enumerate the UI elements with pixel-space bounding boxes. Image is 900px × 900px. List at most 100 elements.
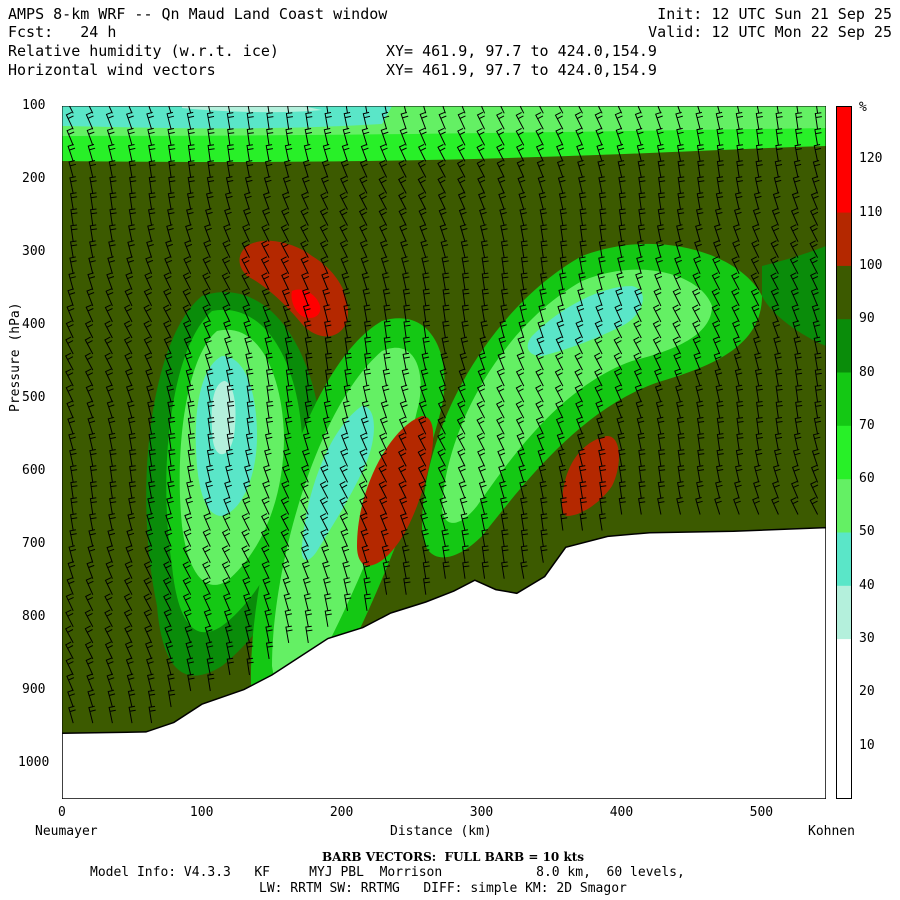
wind-barb [104, 641, 113, 660]
wind-barb [207, 673, 215, 692]
wind-barb [442, 320, 450, 339]
wind-barb [754, 352, 762, 371]
wind-barb [221, 272, 231, 291]
wind-barb [166, 224, 174, 242]
wind-barb [125, 384, 134, 403]
wind-barb [109, 176, 117, 194]
wind-barb [437, 416, 446, 435]
wind-barb [147, 400, 155, 419]
wind-barb [496, 160, 505, 178]
colorbar-tick-label: 70 [859, 417, 875, 433]
wind-barb [442, 272, 450, 290]
wind-barb [167, 128, 175, 146]
wind-barb [203, 240, 212, 258]
wind-barb [677, 433, 685, 451]
wind-barb [442, 106, 446, 114]
wind-barb [655, 256, 663, 274]
wind-barb [339, 481, 348, 499]
wind-barb [223, 224, 231, 242]
wind-barb [202, 593, 211, 612]
wind-barb [716, 128, 724, 146]
wind-barb [323, 400, 332, 419]
wind-barb [262, 480, 271, 499]
wind-barb [479, 208, 487, 226]
wind-barb [167, 689, 176, 708]
wind-barb [125, 545, 134, 563]
wind-barb [481, 272, 489, 290]
wind-barb [184, 240, 193, 258]
wind-barb [125, 657, 134, 676]
wind-barb [379, 497, 388, 515]
wind-barb [344, 320, 352, 339]
wind-barb [715, 384, 724, 403]
wind-barb [676, 127, 684, 146]
wind-barb [163, 545, 172, 563]
wind-barb [501, 272, 509, 290]
wind-barb [323, 577, 331, 595]
wind-barb [790, 208, 799, 226]
wind-barb [420, 240, 429, 258]
wind-barb [342, 288, 351, 307]
wind-barb [638, 208, 646, 226]
wind-barb [358, 481, 368, 499]
wind-barb [109, 481, 117, 499]
wind-barb [167, 400, 175, 419]
wind-barb [87, 272, 96, 290]
wind-barb [187, 449, 195, 467]
wind-barb [359, 448, 368, 467]
wind-barb [793, 432, 802, 451]
wind-barb [537, 448, 546, 467]
wind-barb [264, 160, 273, 178]
wind-barb [714, 496, 722, 515]
wind-barb [245, 160, 254, 178]
wind-barb [365, 106, 368, 114]
wind-barb [359, 240, 368, 258]
wind-barb [324, 112, 332, 130]
wind-barb [793, 336, 802, 355]
wind-barb [515, 384, 525, 403]
wind-barb [65, 336, 74, 355]
wind-barb [403, 577, 411, 595]
wind-barb [284, 336, 293, 355]
wind-barb [107, 689, 116, 708]
wind-barb [672, 288, 681, 307]
wind-barb [716, 400, 724, 419]
wind-barb [227, 401, 235, 419]
wind-barb [325, 352, 333, 371]
wind-barb [205, 368, 214, 387]
wind-barb [459, 224, 468, 242]
wind-barb [145, 256, 154, 274]
colorbar-swatch [836, 159, 852, 214]
wind-barb [382, 368, 391, 387]
wind-barb [378, 465, 388, 483]
wind-barb [266, 128, 274, 146]
colorbar-swatch [836, 585, 852, 640]
wind-barb [168, 144, 176, 162]
wind-barb [285, 352, 293, 371]
wind-barb [341, 416, 350, 435]
wind-barb [382, 561, 391, 579]
wind-barb [736, 106, 740, 114]
wind-barb [165, 641, 174, 660]
wind-barb [227, 417, 235, 435]
wind-barb [711, 304, 721, 323]
wind-barb [696, 144, 705, 162]
wind-barb [672, 320, 681, 339]
wind-barb [319, 513, 329, 531]
wind-barb [402, 352, 410, 371]
wind-barb [226, 449, 234, 467]
wind-barb [261, 545, 270, 563]
wind-barb [402, 561, 410, 579]
wind-barb [813, 144, 822, 162]
wind-barb [86, 127, 95, 146]
wind-barb [697, 160, 705, 178]
wind-barb [281, 561, 290, 579]
wind-barb [814, 368, 822, 387]
wind-barb [128, 497, 136, 515]
wind-barb [775, 417, 783, 435]
wind-barb [479, 336, 488, 355]
wind-barb [128, 208, 136, 226]
wind-barb [107, 529, 116, 547]
wind-barb [187, 160, 196, 178]
wind-barb [696, 481, 704, 499]
